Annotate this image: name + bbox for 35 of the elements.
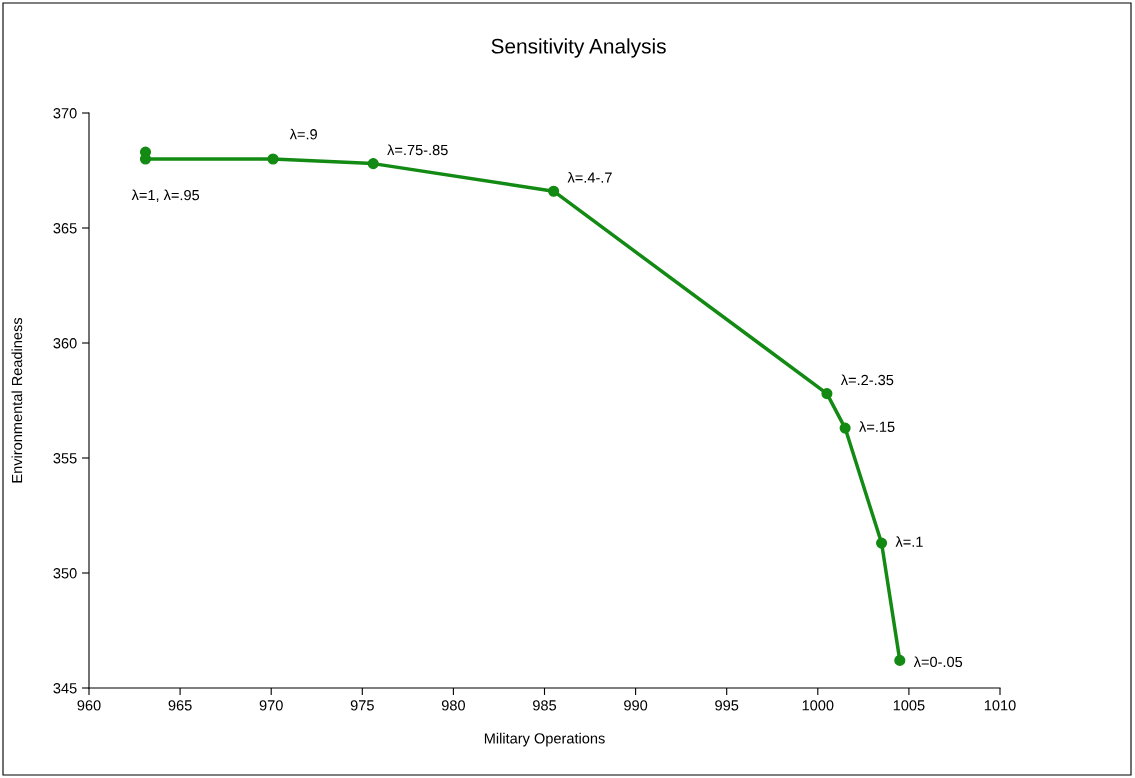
x-tick-label: 960	[77, 700, 101, 711]
annotation: λ=.75-.85	[387, 144, 448, 156]
x-tick-label: 970	[259, 700, 283, 711]
x-tick-label: 975	[350, 700, 374, 711]
annotation: λ=.4-.7	[567, 172, 612, 183]
point	[821, 388, 833, 400]
x-tick-label: 985	[533, 700, 557, 711]
y-tick-label: 370	[53, 108, 77, 119]
y-tick-label: 355	[53, 453, 77, 464]
annotation: λ=.2-.35	[840, 374, 894, 386]
x-tick-label: 1005	[893, 700, 925, 711]
annotation: λ=0-.05	[913, 656, 963, 668]
point	[367, 158, 379, 170]
annotation: λ=1, λ=.95	[131, 189, 200, 202]
y-axis-title: Environmental Readiness	[11, 317, 23, 483]
chart-title: Sensitivity Analysis	[491, 38, 666, 58]
y-tick-label: 360	[53, 338, 77, 349]
x-tick-label: 1000	[802, 700, 834, 711]
x-tick-label: 980	[441, 700, 465, 711]
point	[267, 153, 279, 165]
annotation: λ=.9	[289, 128, 317, 140]
point	[548, 185, 560, 197]
y-tick-label: 350	[53, 568, 77, 579]
x-tick-label: 1010	[984, 700, 1016, 711]
x-tick-label: 995	[715, 700, 739, 711]
annotation: λ=.15	[859, 421, 895, 433]
point	[894, 654, 906, 666]
point	[839, 422, 851, 434]
point	[876, 537, 888, 549]
y-tick-label: 345	[53, 683, 77, 694]
y-tick-label: 365	[53, 223, 77, 234]
annotation: λ=.1	[895, 536, 923, 547]
x-axis-title: Military Operations	[484, 732, 605, 747]
x-tick-label: 990	[624, 700, 648, 711]
x-tick-label: 965	[168, 700, 192, 711]
